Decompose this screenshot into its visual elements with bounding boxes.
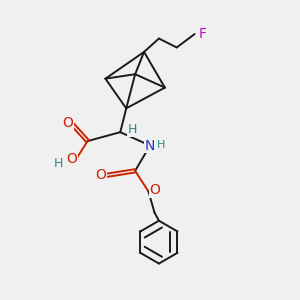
Text: O: O — [150, 183, 160, 197]
Text: H: H — [128, 123, 137, 136]
Text: H: H — [54, 157, 63, 170]
Text: F: F — [199, 27, 207, 41]
Text: N: N — [145, 139, 155, 152]
Text: O: O — [95, 168, 106, 182]
Text: H: H — [157, 140, 166, 150]
Text: O: O — [62, 116, 73, 130]
Text: O: O — [66, 152, 77, 166]
